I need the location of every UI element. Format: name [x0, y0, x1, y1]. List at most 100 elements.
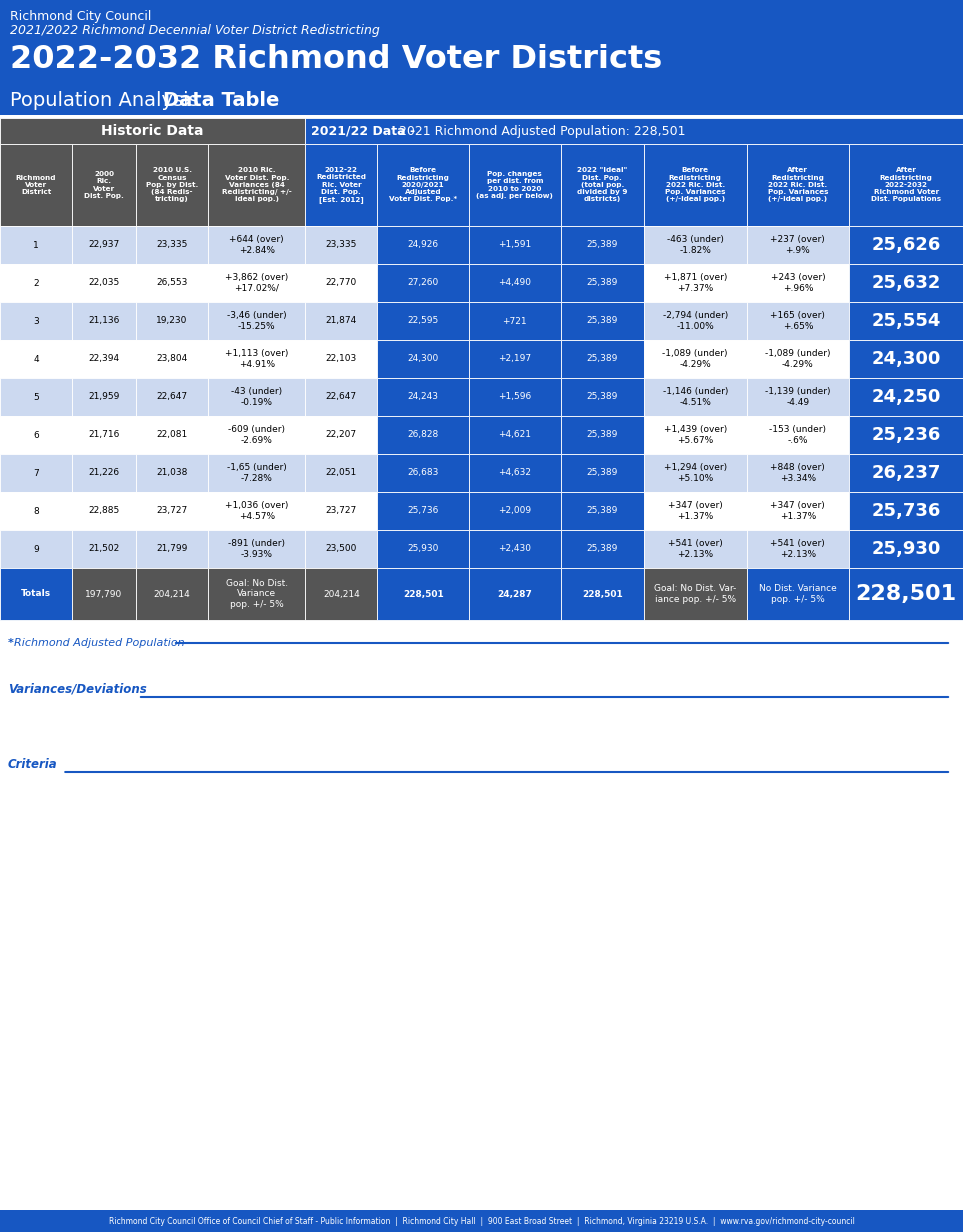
Text: +1,596: +1,596 [498, 393, 532, 402]
Text: 26,828: 26,828 [407, 430, 439, 440]
Bar [644, 568, 746, 620]
Bar [305, 455, 377, 492]
Text: 25,389: 25,389 [586, 545, 618, 553]
Bar [377, 416, 469, 455]
Text: 22,885: 22,885 [89, 506, 119, 515]
Text: 19,230: 19,230 [156, 317, 188, 325]
Bar [560, 530, 644, 568]
Bar [644, 340, 746, 378]
Bar [849, 455, 963, 492]
Text: 21,799: 21,799 [156, 545, 188, 553]
Text: 228,501: 228,501 [855, 584, 956, 604]
Bar [136, 225, 208, 264]
Bar [305, 264, 377, 302]
Bar [469, 492, 560, 530]
Bar [377, 530, 469, 568]
Text: 22,770: 22,770 [325, 278, 357, 287]
Text: After
Redistricting
2022 Ric. Dist.
Pop. Variances
(+/-ideal pop.): After Redistricting 2022 Ric. Dist. Pop.… [768, 168, 828, 202]
Text: 24,926: 24,926 [407, 240, 439, 250]
Bar [0, 302, 72, 340]
Bar [560, 264, 644, 302]
Text: Richmond City Council: Richmond City Council [10, 10, 151, 23]
Text: 25,389: 25,389 [586, 468, 618, 478]
Bar [305, 530, 377, 568]
Text: Variances/Deviations: Variances/Deviations [8, 683, 146, 696]
Bar [849, 416, 963, 455]
Text: 1: 1 [33, 240, 39, 250]
Text: 197,790: 197,790 [86, 589, 122, 599]
Bar [644, 492, 746, 530]
Text: 26,553: 26,553 [156, 278, 188, 287]
Text: After
Redistricting
2022-2032
Richmond Voter
Dist. Populations: After Redistricting 2022-2032 Richmond V… [872, 168, 941, 202]
Text: +1,036 (over)
+4.57%: +1,036 (over) +4.57% [225, 501, 288, 521]
Text: Criteria: Criteria [8, 758, 58, 771]
Bar [208, 340, 305, 378]
Text: *: * [8, 638, 13, 648]
Bar [305, 492, 377, 530]
Text: 25,736: 25,736 [407, 506, 439, 515]
Text: 22,647: 22,647 [325, 393, 357, 402]
Bar [208, 144, 305, 225]
Text: 26,683: 26,683 [407, 468, 439, 478]
Bar [208, 492, 305, 530]
Bar [0, 492, 72, 530]
Text: -2,794 (under)
-11.00%: -2,794 (under) -11.00% [663, 312, 728, 331]
Text: -43 (under)
-0.19%: -43 (under) -0.19% [231, 387, 282, 407]
Bar [72, 302, 136, 340]
Text: 23,727: 23,727 [156, 506, 188, 515]
Bar [644, 264, 746, 302]
Bar [644, 530, 746, 568]
Bar [136, 568, 208, 620]
Text: +2,430: +2,430 [498, 545, 532, 553]
Text: 23,804: 23,804 [156, 355, 188, 363]
Bar [746, 340, 849, 378]
Text: 25,389: 25,389 [586, 506, 618, 515]
Bar [746, 492, 849, 530]
Text: +3,862 (over)
+17.02%/: +3,862 (over) +17.02%/ [225, 274, 288, 293]
Text: Richmond City Council Office of Council Chief of Staff - Public Information  |  : Richmond City Council Office of Council … [109, 1216, 854, 1226]
Bar [469, 378, 560, 416]
Text: +1,439 (over)
+5.67%: +1,439 (over) +5.67% [664, 425, 727, 445]
Text: 22,035: 22,035 [89, 278, 119, 287]
Text: 23,727: 23,727 [325, 506, 357, 515]
Text: 22,051: 22,051 [325, 468, 357, 478]
Text: 25,236: 25,236 [872, 426, 941, 444]
Bar [469, 264, 560, 302]
Text: -1,089 (under)
-4.29%: -1,089 (under) -4.29% [766, 349, 831, 368]
Bar [560, 225, 644, 264]
Bar [469, 455, 560, 492]
Bar [72, 144, 136, 225]
Text: 3: 3 [33, 317, 39, 325]
Bar [72, 530, 136, 568]
Text: 21,136: 21,136 [89, 317, 119, 325]
Bar [377, 302, 469, 340]
Bar [72, 225, 136, 264]
Text: -3,46 (under)
-15.25%: -3,46 (under) -15.25% [227, 312, 287, 331]
Bar [208, 568, 305, 620]
Bar [136, 144, 208, 225]
Text: Richmond Adjusted Population: Richmond Adjusted Population [14, 638, 185, 648]
Text: +2,197: +2,197 [498, 355, 532, 363]
Text: +4,490: +4,490 [498, 278, 532, 287]
Bar [469, 144, 560, 225]
Bar [0, 225, 72, 264]
Bar [0, 0, 963, 115]
Bar [208, 264, 305, 302]
Text: 2022 "Ideal"
Dist. Pop.
(total pop.
divided by 9
districts): 2022 "Ideal" Dist. Pop. (total pop. divi… [577, 168, 628, 202]
Text: +848 (over)
+3.34%: +848 (over) +3.34% [770, 463, 825, 483]
Bar [849, 378, 963, 416]
Text: 204,214: 204,214 [154, 589, 191, 599]
Bar [849, 568, 963, 620]
Bar [469, 340, 560, 378]
Text: +4,621: +4,621 [498, 430, 532, 440]
Text: +165 (over)
+.65%: +165 (over) +.65% [770, 312, 825, 331]
Bar [560, 340, 644, 378]
Text: 2021 Richmond Adjusted Population: 228,501: 2021 Richmond Adjusted Population: 228,5… [400, 124, 686, 138]
Text: +1,871 (over)
+7.37%: +1,871 (over) +7.37% [664, 274, 727, 293]
Bar [746, 568, 849, 620]
Text: Population Analysis: Population Analysis [10, 91, 205, 110]
Text: +2,009: +2,009 [498, 506, 532, 515]
Bar [136, 302, 208, 340]
Text: 23,335: 23,335 [156, 240, 188, 250]
Bar [377, 144, 469, 225]
